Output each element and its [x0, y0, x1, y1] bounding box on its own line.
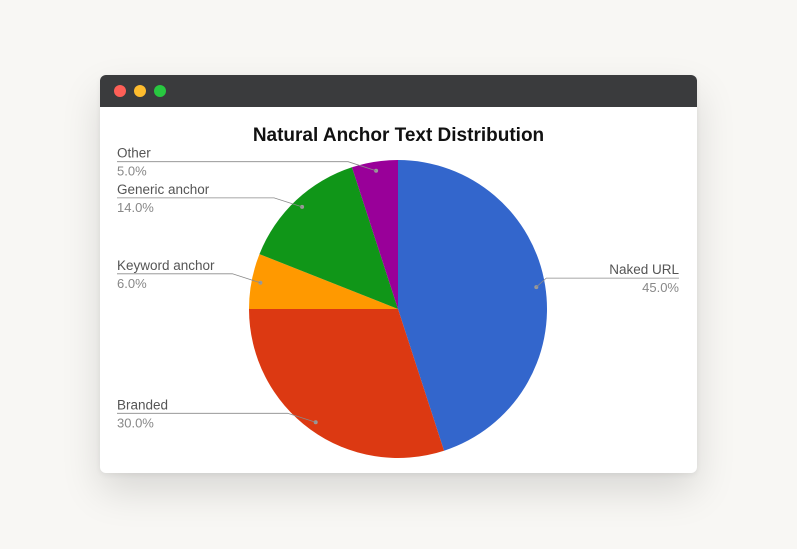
slice-percent-other: 5.0%	[117, 164, 147, 179]
chart-title: Natural Anchor Text Distribution	[252, 125, 545, 146]
callout-line-branded	[117, 412, 316, 423]
callout-line-other	[117, 161, 377, 172]
slice-label-naked-url: Naked URL	[609, 262, 679, 277]
slice-percent-keyword-anchor: 6.0%	[117, 276, 147, 291]
callout-line-naked-url	[536, 277, 679, 288]
window-titlebar	[100, 75, 697, 107]
callout-line-keyword-anchor	[117, 273, 261, 284]
maximize-window-button[interactable]	[154, 85, 166, 97]
slice-label-generic-anchor: Generic anchor	[117, 182, 210, 197]
pie-slice-branded	[249, 309, 445, 459]
pie-slice-other	[351, 160, 398, 309]
close-window-button[interactable]	[114, 85, 126, 97]
callout-line-generic-anchor	[117, 197, 303, 208]
slice-label-keyword-anchor: Keyword anchor	[117, 258, 215, 273]
slice-percent-generic-anchor: 14.0%	[117, 200, 154, 215]
pie-callouts: Naked URL 45.0% Branded 30.0% Keyword anchor…	[117, 146, 679, 430]
chart-window: Natural Anchor Text Distribution Naked U…	[100, 75, 697, 473]
pie-chart: Naked URL 45.0% Branded 30.0% Keyword anchor…	[117, 146, 679, 459]
slice-percent-branded: 30.0%	[117, 415, 154, 430]
slice-label-other: Other	[117, 146, 151, 161]
callout-anchor-branded	[313, 420, 318, 425]
pie-slice-generic-anchor	[259, 167, 398, 309]
minimize-window-button[interactable]	[134, 85, 146, 97]
slice-label-branded: Branded	[117, 397, 168, 412]
pie-slices	[249, 160, 548, 459]
pie-slice-keyword-anchor	[249, 254, 398, 309]
pie-slice-naked-url	[398, 160, 548, 451]
slice-percent-naked-url: 45.0%	[642, 280, 679, 295]
